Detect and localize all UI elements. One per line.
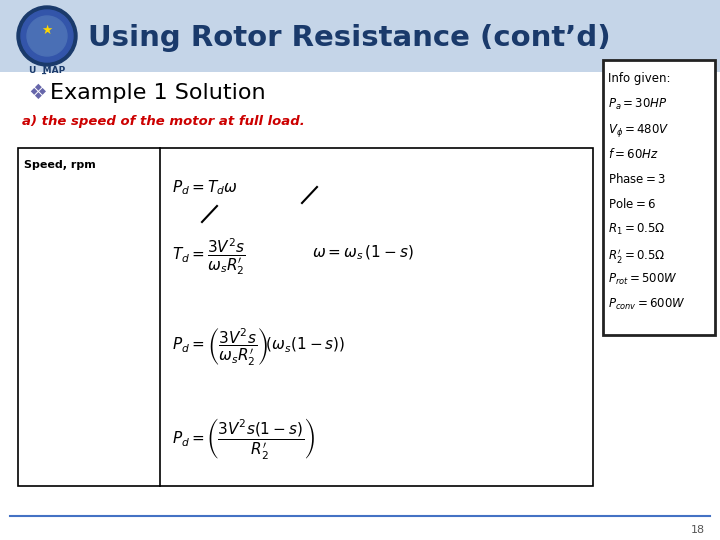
Text: _: _	[42, 66, 46, 75]
Bar	[603, 60, 715, 335]
Text: ❖: ❖	[28, 83, 47, 103]
Text: a) the speed of the motor at full load.: a) the speed of the motor at full load.	[22, 116, 305, 129]
Text: $P_d = \left(\dfrac{3V^2s}{\omega_s R_2^{\prime}}\right)\!\left(\omega_s(1-s)\ri: $P_d = \left(\dfrac{3V^2s}{\omega_s R_2^…	[172, 326, 346, 367]
Text: $P_d = \left(\dfrac{3V^2s(1-s)}{R_2^{\prime}}\right)$: $P_d = \left(\dfrac{3V^2s(1-s)}{R_2^{\pr…	[172, 416, 315, 461]
Text: ★: ★	[41, 24, 53, 37]
Text: Speed, rpm: Speed, rpm	[24, 160, 96, 170]
Text: $R_1 = 0.5\Omega$: $R_1 = 0.5\Omega$	[608, 222, 665, 237]
Text: Example 1 Solution: Example 1 Solution	[50, 83, 266, 103]
Text: Info given:: Info given:	[608, 72, 670, 85]
Text: U  MAP: U MAP	[29, 66, 65, 75]
Text: $f = 60Hz$: $f = 60Hz$	[608, 147, 659, 161]
Text: $T_d = \dfrac{3V^2s}{\omega_s R_2^{\prime}}$: $T_d = \dfrac{3V^2s}{\omega_s R_2^{\prim…	[172, 236, 246, 276]
Text: $R_2' = 0.5\Omega$: $R_2' = 0.5\Omega$	[608, 247, 665, 265]
Text: $V_\phi = 480V$: $V_\phi = 480V$	[608, 122, 670, 139]
Bar	[0, 0, 720, 72]
Circle shape	[21, 10, 73, 62]
Text: $P_{rot} = 500W$: $P_{rot} = 500W$	[608, 272, 678, 287]
Text: $P_{conv} = 600W$: $P_{conv} = 600W$	[608, 297, 686, 312]
Text: $\omega = \omega_s\,(1-s)$: $\omega = \omega_s\,(1-s)$	[312, 244, 414, 262]
Text: $P_d = T_d\omega$: $P_d = T_d\omega$	[172, 178, 238, 197]
Circle shape	[17, 6, 77, 66]
Text: $\mathrm{Phase} = 3$: $\mathrm{Phase} = 3$	[608, 172, 666, 186]
Bar	[18, 148, 593, 486]
Text: Using Rotor Resistance (cont’d): Using Rotor Resistance (cont’d)	[88, 24, 611, 52]
Text: 18: 18	[691, 525, 705, 535]
Text: $\mathrm{Pole}{=}6$: $\mathrm{Pole}{=}6$	[608, 197, 656, 211]
Text: $P_a = 30HP$: $P_a = 30HP$	[608, 97, 667, 112]
Circle shape	[27, 16, 67, 56]
